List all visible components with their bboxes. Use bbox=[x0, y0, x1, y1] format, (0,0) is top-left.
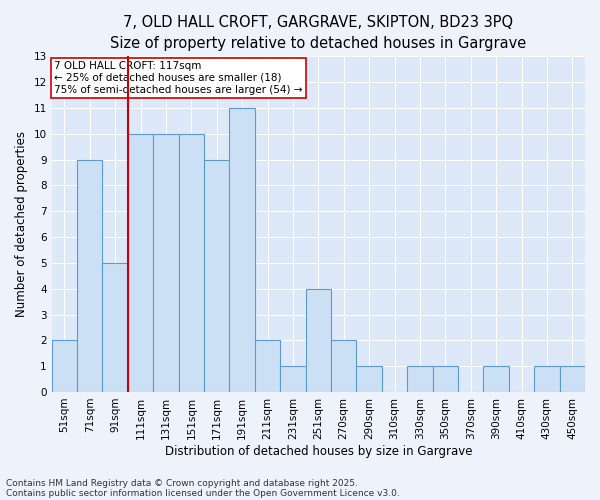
X-axis label: Distribution of detached houses by size in Gargrave: Distribution of detached houses by size … bbox=[164, 444, 472, 458]
Bar bbox=[331, 340, 356, 392]
Bar bbox=[204, 160, 229, 392]
Bar bbox=[305, 288, 331, 392]
Bar bbox=[560, 366, 585, 392]
Bar bbox=[103, 263, 128, 392]
Bar bbox=[52, 340, 77, 392]
Text: Contains public sector information licensed under the Open Government Licence v3: Contains public sector information licen… bbox=[6, 488, 400, 498]
Bar bbox=[128, 134, 153, 392]
Bar bbox=[534, 366, 560, 392]
Bar bbox=[484, 366, 509, 392]
Text: Contains HM Land Registry data © Crown copyright and database right 2025.: Contains HM Land Registry data © Crown c… bbox=[6, 478, 358, 488]
Text: 7 OLD HALL CROFT: 117sqm
← 25% of detached houses are smaller (18)
75% of semi-d: 7 OLD HALL CROFT: 117sqm ← 25% of detach… bbox=[55, 62, 303, 94]
Title: 7, OLD HALL CROFT, GARGRAVE, SKIPTON, BD23 3PQ
Size of property relative to deta: 7, OLD HALL CROFT, GARGRAVE, SKIPTON, BD… bbox=[110, 15, 526, 51]
Bar bbox=[255, 340, 280, 392]
Bar bbox=[77, 160, 103, 392]
Bar bbox=[153, 134, 179, 392]
Bar bbox=[280, 366, 305, 392]
Bar bbox=[179, 134, 204, 392]
Bar bbox=[356, 366, 382, 392]
Bar bbox=[407, 366, 433, 392]
Bar bbox=[433, 366, 458, 392]
Bar bbox=[229, 108, 255, 392]
Y-axis label: Number of detached properties: Number of detached properties bbox=[15, 131, 28, 317]
